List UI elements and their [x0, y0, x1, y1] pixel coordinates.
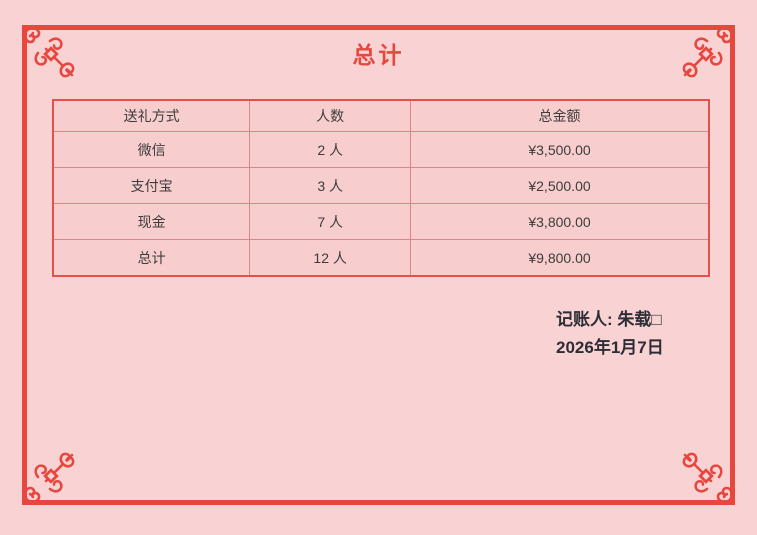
corner-ornament-icon	[682, 452, 735, 505]
signature-block: 记账人: 朱载□ 2026年1月7日	[556, 306, 664, 362]
table-row: 现金 7 人 ¥3,800.00	[52, 203, 711, 240]
cell-count: 7 人	[249, 203, 412, 240]
corner-ornament-icon	[22, 452, 75, 505]
table-row: 支付宝 3 人 ¥2,500.00	[52, 167, 711, 204]
cell-method: 现金	[52, 203, 251, 240]
table-row: 微信 2 人 ¥3,500.00	[52, 131, 711, 168]
cell-method: 微信	[52, 131, 251, 168]
bookkeeper-line: 记账人: 朱载□	[556, 310, 662, 329]
cell-amount: ¥2,500.00	[410, 167, 711, 204]
cell-amount: ¥9,800.00	[410, 239, 711, 277]
column-header-gift-method: 送礼方式	[52, 99, 251, 132]
cell-method: 总计	[52, 239, 251, 277]
column-header-people-count: 人数	[249, 99, 412, 132]
date-line: 2026年1月7日	[556, 338, 664, 357]
cell-method: 支付宝	[52, 167, 251, 204]
summary-table: 送礼方式 人数 总金额 微信 2 人 ¥3,500.00 支付宝 3 人 ¥2,…	[52, 99, 711, 277]
table-row-total: 总计 12 人 ¥9,800.00	[52, 239, 711, 277]
page-title: 总计	[352, 42, 405, 68]
cell-amount: ¥3,800.00	[410, 203, 711, 240]
table-header-row: 送礼方式 人数 总金额	[52, 99, 711, 132]
column-header-total-amount: 总金额	[410, 99, 711, 132]
cell-count: 2 人	[249, 131, 412, 168]
cell-count: 3 人	[249, 167, 412, 204]
cell-count: 12 人	[249, 239, 412, 277]
cell-amount: ¥3,500.00	[410, 131, 711, 168]
